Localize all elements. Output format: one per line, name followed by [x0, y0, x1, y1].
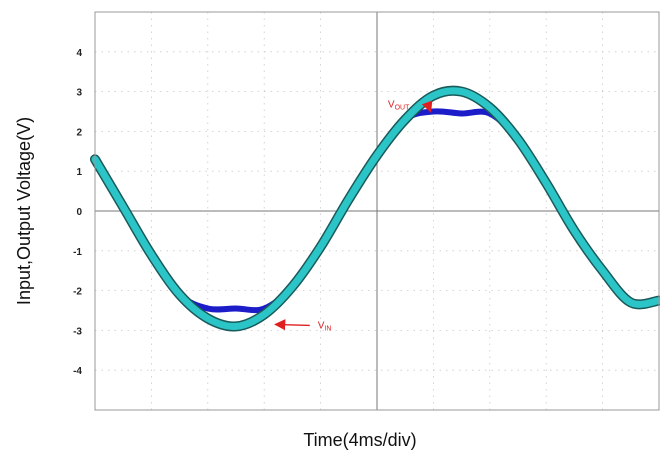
annotation-arrow — [421, 100, 433, 113]
plot-frame — [94, 11, 660, 411]
y-tick-label: 1 — [76, 167, 82, 178]
annotation-label-in: VIN — [318, 320, 332, 332]
y-tick-label: 4 — [76, 48, 82, 59]
y-tick-label: 0 — [76, 207, 82, 218]
y-axis-label: Input,Output Voltage(V) — [14, 117, 34, 305]
x-axis-label: Time(4ms/div) — [303, 430, 416, 450]
y-tick-label: -1 — [73, 247, 82, 258]
y-tick-label: -2 — [73, 287, 82, 298]
y-tick-label: 3 — [76, 88, 82, 99]
annotation-label-out: VOUT — [388, 100, 410, 112]
y-tick-label: 2 — [76, 127, 82, 138]
series-group — [90, 85, 660, 332]
y-tick-labels: 4 3 2 1 0 -1 -2 -3 -4 — [73, 48, 82, 377]
y-tick-label: -3 — [73, 326, 82, 337]
series-vin-line — [91, 87, 660, 330]
y-tick-label: -4 — [73, 366, 82, 377]
annotation-arrow — [274, 319, 310, 331]
annotations: VOUT VIN — [274, 100, 433, 332]
grid — [95, 12, 659, 410]
